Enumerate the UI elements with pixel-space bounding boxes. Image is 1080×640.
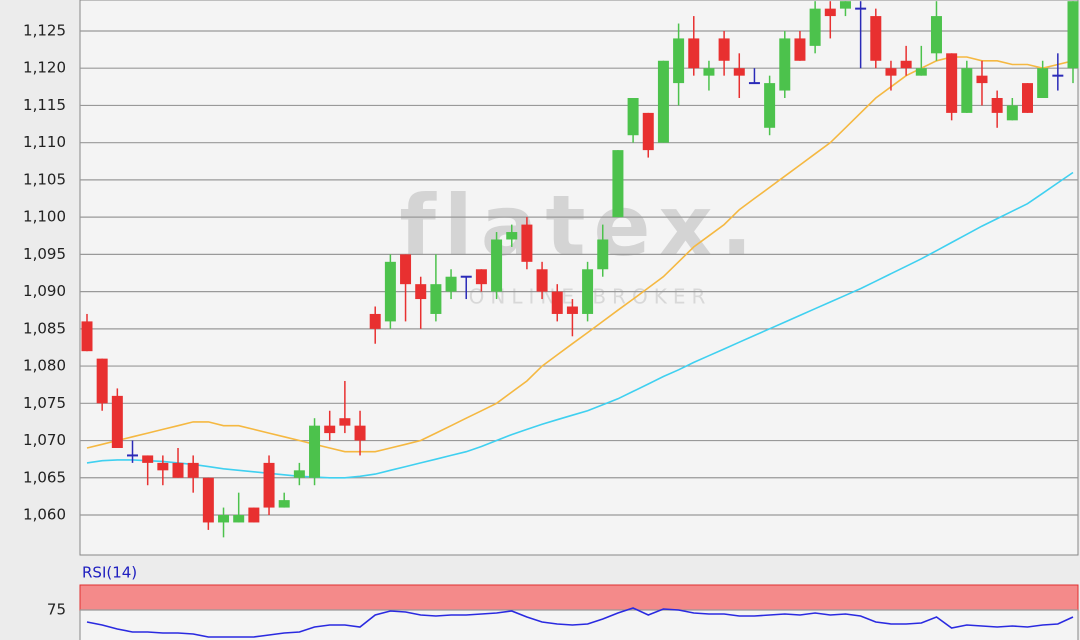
y-tick-label: 1,125: [23, 21, 66, 39]
y-tick-label: 1,075: [23, 394, 66, 412]
candle-body: [475, 269, 487, 285]
candle-body: [870, 16, 882, 61]
candle-body: [354, 425, 366, 441]
y-tick-label: 1,110: [23, 133, 66, 151]
candle-body: [839, 1, 851, 9]
candle-body: [384, 261, 396, 322]
candle-body: [582, 269, 594, 314]
candle-body: [218, 515, 230, 523]
rsi-title: RSI(14): [82, 564, 137, 582]
candle-body: [900, 60, 912, 69]
candle-body: [551, 291, 563, 314]
line: [86, 607, 1074, 638]
candle-body: [688, 38, 700, 69]
candle-body: [142, 455, 154, 463]
candle-body: [1067, 1, 1079, 69]
y-tick-label: 1,120: [23, 59, 66, 77]
y-tick-label: 1,090: [23, 282, 66, 300]
y-tick-label: 1,080: [23, 357, 66, 375]
candle-body: [445, 276, 457, 292]
candle-body: [733, 68, 745, 76]
candle-body: [111, 395, 123, 448]
candle-body: [824, 8, 836, 17]
candle-body: [506, 232, 518, 240]
line: [86, 56, 1074, 453]
candle-body: [930, 16, 942, 54]
candle-body: [703, 68, 715, 76]
candle-body: [202, 477, 214, 523]
candle-body: [430, 284, 442, 314]
overbought-band: [79, 584, 1079, 611]
candle-body: [976, 75, 988, 84]
candle-body: [642, 112, 654, 151]
candle-body: [157, 462, 169, 471]
candle-body: [339, 418, 351, 426]
candle-body: [1006, 105, 1018, 121]
candle-body: [1021, 83, 1033, 113]
candle-body: [673, 38, 685, 84]
candle-body: [991, 97, 1003, 113]
candle-body: [627, 97, 639, 136]
y-tick-label: 1,060: [23, 506, 66, 524]
candle-body: [1037, 68, 1049, 98]
candle-body: [536, 269, 548, 292]
candle-body: [779, 38, 791, 91]
candle-body: [172, 462, 184, 478]
candle-body: [961, 68, 973, 113]
y-tick-label: 1,085: [23, 319, 66, 337]
y-tick-label: 1,105: [23, 170, 66, 188]
candle-body: [612, 150, 624, 218]
candle-body: [521, 224, 533, 262]
candle-body: [946, 53, 958, 113]
y-tick-label: 75: [47, 601, 66, 619]
candle-body: [400, 254, 412, 285]
candle-body: [885, 68, 897, 76]
line: [86, 171, 1074, 479]
candle-body: [369, 313, 381, 329]
candle-body: [324, 425, 336, 434]
candle-body: [597, 239, 609, 270]
candle-body: [233, 515, 245, 523]
candle-body: [96, 358, 108, 404]
candle-body: [915, 68, 927, 76]
y-tick-label: 1,095: [23, 245, 66, 263]
watermark-logo: flatex.: [399, 177, 760, 275]
candle-body: [566, 306, 578, 314]
candle-body: [187, 462, 199, 478]
y-tick-label: 1,115: [23, 96, 66, 114]
candle-body: [657, 60, 669, 143]
candle-body: [794, 38, 806, 61]
candle-body: [293, 470, 305, 478]
candle-body: [81, 321, 93, 352]
candle-body: [278, 500, 290, 508]
candle-body: [248, 507, 260, 523]
candle-body: [764, 83, 776, 128]
candle-body: [309, 425, 321, 478]
candle-body: [415, 284, 427, 300]
candle-body: [263, 462, 275, 508]
y-tick-label: 1,070: [23, 431, 66, 449]
plot-area: [79, 0, 1079, 556]
candle-body: [491, 239, 503, 292]
y-tick-label: 1,065: [23, 468, 66, 486]
y-tick-label: 1,100: [23, 208, 66, 226]
candle-body: [718, 38, 730, 61]
candle-body: [809, 8, 821, 46]
